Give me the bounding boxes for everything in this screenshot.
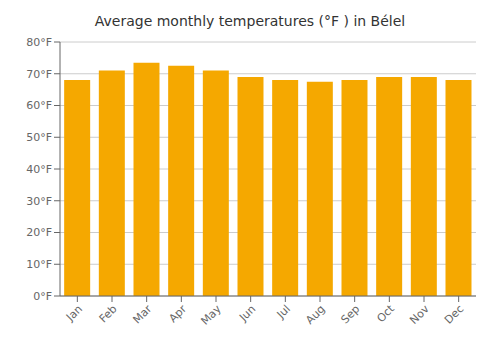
svg-text:Aug: Aug: [303, 302, 327, 326]
svg-text:30°F: 30°F: [26, 195, 52, 208]
svg-text:Dec: Dec: [442, 302, 466, 326]
svg-text:Sep: Sep: [338, 302, 362, 326]
svg-text:50°F: 50°F: [26, 131, 52, 144]
html-text:Average monthly temperatures (: Average monthly temperatures (°F ) in Bé…: [94, 13, 406, 29]
svg-text:Oct: Oct: [374, 302, 397, 325]
svg-text:May: May: [198, 302, 224, 328]
svg-text:Jun: Jun: [236, 302, 258, 324]
svg-text:Apr: Apr: [166, 302, 189, 325]
svg-text:20°F: 20°F: [26, 226, 52, 239]
svg-text:60°F: 60°F: [26, 99, 52, 112]
svg-text:80°F: 80°F: [26, 36, 52, 49]
svg-text:Feb: Feb: [97, 302, 120, 325]
svg-text:10°F: 10°F: [26, 258, 52, 271]
svg-text:70°F: 70°F: [26, 68, 52, 81]
svg-text:0°F: 0°F: [33, 290, 52, 303]
svg-text:Jul: Jul: [274, 302, 293, 321]
svg-text:Mar: Mar: [130, 302, 154, 326]
svg-text:40°F: 40°F: [26, 163, 52, 176]
svg-text:Jan: Jan: [63, 302, 85, 324]
svg-text:Nov: Nov: [407, 302, 432, 327]
